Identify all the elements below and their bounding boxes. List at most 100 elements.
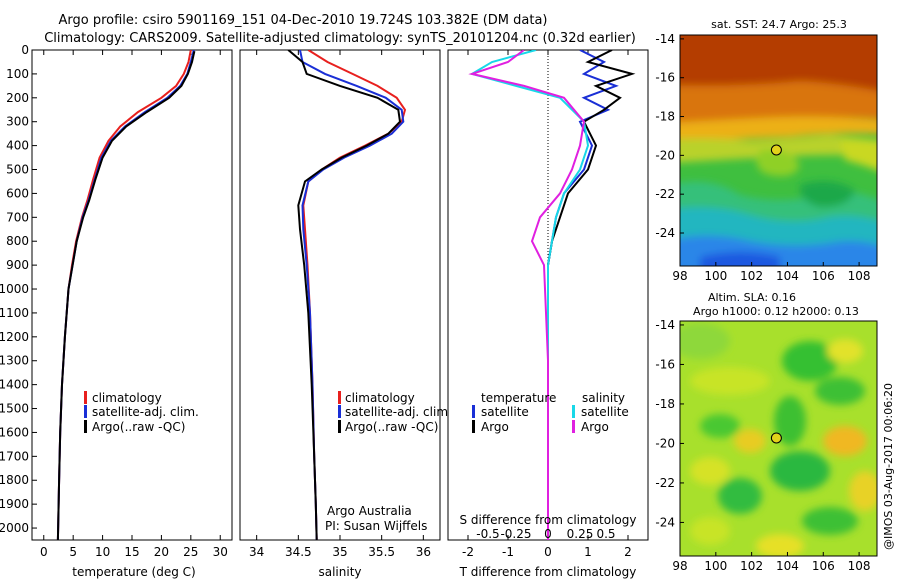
legend-swatch-satellite	[338, 405, 341, 418]
lon-tick-label: 100	[704, 269, 727, 283]
legend-swatch-climatology	[338, 391, 341, 404]
lon-tick-label: 102	[740, 559, 763, 573]
legend-label-s-argo: Argo	[581, 420, 609, 434]
lat-tick-label: -22	[655, 476, 675, 490]
x-tick-label: 35	[332, 545, 347, 559]
s-tick-label: -0.5	[476, 527, 499, 541]
sla-map-ticks: 98 100 102 104 106 108 -14 -16 -18 -20 -22 -24	[655, 318, 870, 573]
lon-tick-label: 104	[776, 269, 799, 283]
legend-title-salinity: salinity	[582, 391, 625, 405]
y-tick-label: 1000	[0, 282, 29, 296]
x-tick-label: 30	[213, 545, 228, 559]
x-tick-label: 0	[40, 545, 48, 559]
depth-axis-ticks: 0 100 200 300 400 500 600 700 800 900 1000 1100 1200…	[0, 43, 37, 535]
legend-label-t-satellite: satellite	[481, 405, 529, 419]
difference-panel: -2 -1 0 1 2 S difference from climatology -0…	[447, 49, 649, 579]
y-tick-label: 300	[6, 115, 29, 129]
sla-map-panel: Altim. SLA: 0.16 Argo h1000: 0.12 h2000:…	[655, 291, 878, 573]
legend-swatch-t-argo	[472, 420, 475, 433]
x-tick-label: 5	[69, 545, 77, 559]
lat-tick-label: -20	[655, 148, 675, 162]
argo-location-marker	[770, 144, 782, 156]
annotation-pi: PI: Susan Wijffels	[325, 519, 427, 533]
legend-label-argo: Argo(..raw -QC)	[92, 420, 185, 434]
lat-tick-label: -18	[655, 397, 675, 411]
difference-lines	[468, 50, 636, 540]
lon-tick-label: 98	[672, 269, 687, 283]
lon-tick-label: 108	[848, 559, 871, 573]
x-tick-label: 34.5	[285, 545, 312, 559]
lat-tick-label: -14	[655, 318, 675, 332]
salinity-legend: climatology satellite-adj. clim. Argo(..…	[338, 391, 452, 434]
x-tick-label: -1	[502, 545, 514, 559]
s-tick-label: -0.25	[500, 527, 531, 541]
legend-label-s-satellite: satellite	[581, 405, 629, 419]
temperature-axis-label: temperature (deg C)	[72, 565, 195, 579]
x-tick-label: 2	[624, 545, 632, 559]
difference-legend: temperature satellite Argo salinity sate…	[472, 391, 629, 434]
legend-swatch-argo	[338, 420, 341, 433]
legend-swatch-s-argo	[572, 420, 575, 433]
lat-tick-label: -16	[655, 71, 675, 85]
salinity-axis-ticks: 34 34.5 35 35.5 36	[249, 50, 431, 559]
y-tick-label: 1600	[0, 425, 29, 439]
legend-swatch-climatology	[84, 391, 87, 404]
sst-heatmap	[680, 35, 877, 266]
legend-label-t-argo: Argo	[481, 420, 509, 434]
y-tick-label: 1800	[0, 473, 29, 487]
s-tick-label: 0	[544, 527, 552, 541]
y-tick-label: 700	[6, 210, 29, 224]
y-tick-label: 2000	[0, 521, 29, 535]
lon-tick-label: 106	[812, 269, 835, 283]
y-tick-label: 500	[6, 163, 29, 177]
lat-tick-label: -22	[655, 187, 675, 201]
y-tick-label: 0	[21, 43, 29, 57]
legend-title-temperature: temperature	[481, 391, 556, 405]
temperature-plot-frame	[31, 49, 233, 541]
lon-tick-label: 100	[704, 559, 727, 573]
legend-label-satellite: satellite-adj. clim.	[345, 405, 452, 419]
y-tick-label: 800	[6, 234, 29, 248]
annotation-argo-australia: Argo Australia	[327, 504, 412, 518]
s-tick-label: 0.25	[567, 527, 594, 541]
lat-tick-label: -20	[655, 436, 675, 450]
temperature-lines	[56, 50, 196, 540]
imos-credit: @IMOS 03-Aug-2017 00:06:20	[882, 383, 895, 550]
temperature-legend: climatology satellite-adj. clim. Argo(..…	[84, 391, 199, 434]
legend-label-argo: Argo(..raw -QC)	[345, 420, 438, 434]
salinity-lines	[287, 50, 407, 540]
x-tick-label: 25	[183, 545, 198, 559]
sla-map-subtitle: Argo h1000: 0.12 h2000: 0.13	[693, 305, 859, 318]
legend-label-satellite: satellite-adj. clim.	[92, 405, 199, 419]
s-difference-ticklabels: -0.5 -0.25 0 0.25 0.5	[476, 527, 615, 541]
y-tick-label: 1900	[0, 497, 29, 511]
x-tick-label: 20	[154, 545, 169, 559]
series-line-salinity-argo	[468, 50, 586, 540]
x-tick-label: 0	[544, 545, 552, 559]
salinity-axis-label: salinity	[318, 565, 361, 579]
sla-map-title: Altim. SLA: 0.16	[708, 291, 796, 304]
sla-map-frame	[679, 320, 878, 557]
lat-tick-label: -16	[655, 357, 675, 371]
y-tick-label: 600	[6, 186, 29, 200]
legend-swatch-argo	[84, 420, 87, 433]
x-tick-label: 35.5	[368, 545, 395, 559]
lon-tick-label: 104	[776, 559, 799, 573]
legend-swatch-t-satellite	[472, 405, 475, 418]
sst-map-panel: sat. SST: 24.7 Argo: 25.3 98 100 102 104 106…	[655, 18, 878, 283]
figure-title-line1: Argo profile: csiro 5901169_151 04-Dec-2…	[59, 13, 548, 28]
s-tick-label: 0.5	[596, 527, 615, 541]
lat-tick-label: -18	[655, 110, 675, 124]
legend-label-climatology: climatology	[345, 391, 415, 405]
x-tick-label: 34	[249, 545, 264, 559]
legend-swatch-s-satellite	[572, 405, 575, 418]
y-tick-label: 1300	[0, 354, 29, 368]
lat-tick-label: -14	[655, 32, 675, 46]
temperature-axis-ticks: 0 5 10 15 20 25 30	[40, 50, 228, 559]
sst-map-frame	[679, 34, 878, 267]
y-tick-label: 200	[6, 91, 29, 105]
x-tick-label: 15	[124, 545, 139, 559]
legend-swatch-satellite	[84, 405, 87, 418]
y-tick-label: 400	[6, 139, 29, 153]
